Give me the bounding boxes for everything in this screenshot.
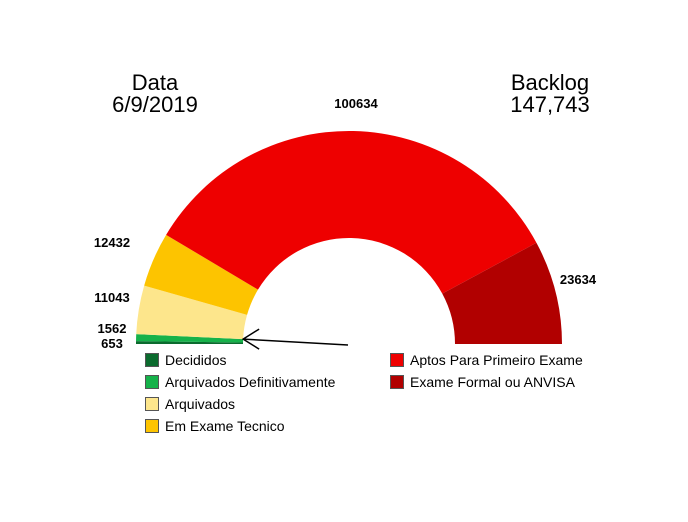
data-label: 1562 bbox=[98, 321, 127, 336]
data-label: 11043 bbox=[94, 290, 129, 305]
legend-item: Em Exame Tecnico bbox=[145, 418, 285, 434]
legend-label: Em Exame Tecnico bbox=[165, 418, 285, 434]
legend-swatch bbox=[145, 375, 159, 389]
legend-item: Decididos bbox=[145, 352, 226, 368]
legend-label: Aptos Para Primeiro Exame bbox=[410, 352, 583, 368]
legend-swatch bbox=[390, 353, 404, 367]
data-label: 100634 bbox=[334, 96, 378, 111]
arrow-annotation bbox=[243, 329, 348, 349]
legend-label: Exame Formal ou ANVISA bbox=[410, 374, 575, 390]
legend-item: Exame Formal ou ANVISA bbox=[390, 374, 575, 390]
legend-item: Aptos Para Primeiro Exame bbox=[390, 352, 583, 368]
legend-label: Arquivados Definitivamente bbox=[165, 374, 335, 390]
legend-swatch bbox=[145, 353, 159, 367]
data-label: 23634 bbox=[560, 272, 597, 287]
data-label: 653 bbox=[101, 336, 123, 351]
legend-label: Arquivados bbox=[165, 396, 235, 412]
legend-label: Decididos bbox=[165, 352, 226, 368]
legend-item: Arquivados Definitivamente bbox=[145, 374, 335, 390]
data-label: 12432 bbox=[94, 235, 130, 250]
legend-swatch bbox=[390, 375, 404, 389]
legend-swatch bbox=[145, 397, 159, 411]
legend-item: Arquivados bbox=[145, 396, 235, 412]
legend-swatch bbox=[145, 419, 159, 433]
